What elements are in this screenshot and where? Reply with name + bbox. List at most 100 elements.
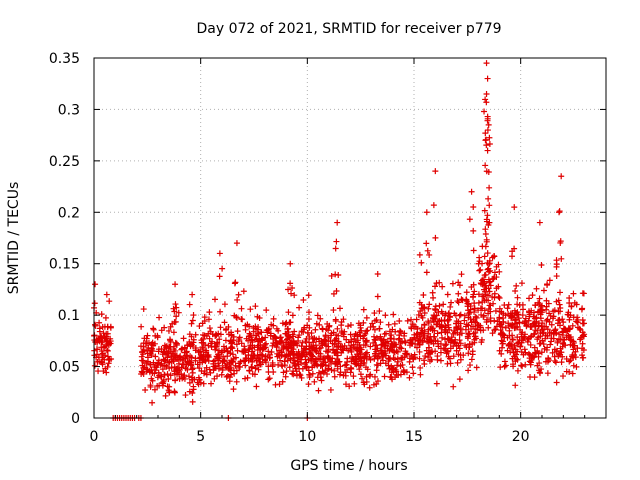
data-point (468, 284, 475, 291)
data-point (423, 209, 430, 216)
data-point (421, 310, 428, 317)
data-point (553, 347, 560, 354)
data-point (455, 342, 462, 349)
data-point (552, 326, 559, 333)
data-point (314, 312, 321, 319)
data-point (533, 285, 540, 292)
data-point (271, 333, 278, 340)
data-point (217, 324, 224, 331)
data-point (508, 313, 515, 320)
data-point (247, 356, 254, 363)
data-point (483, 99, 490, 106)
data-point (421, 322, 428, 329)
data-point (103, 347, 110, 354)
data-point (166, 358, 173, 365)
data-point (477, 305, 484, 312)
data-point (245, 351, 252, 358)
data-point (425, 305, 432, 312)
data-point (215, 360, 222, 367)
data-point (332, 245, 339, 252)
data-point (429, 314, 436, 321)
data-point (331, 367, 338, 374)
data-point (437, 323, 444, 330)
data-point (505, 301, 512, 308)
data-point (103, 335, 110, 342)
data-point (296, 355, 303, 362)
data-point (539, 337, 546, 344)
data-point (516, 319, 523, 326)
data-point (140, 357, 147, 364)
data-point (386, 365, 393, 372)
data-point (374, 378, 381, 385)
data-point (105, 342, 112, 349)
data-point (189, 376, 196, 383)
data-point (353, 361, 360, 368)
data-point (212, 296, 219, 303)
data-point (356, 348, 363, 355)
data-point (470, 247, 477, 254)
data-point (262, 334, 269, 341)
data-point (231, 280, 238, 287)
data-point (284, 345, 291, 352)
data-point (217, 331, 224, 338)
data-point (447, 303, 454, 310)
data-point (492, 307, 499, 314)
data-point (534, 362, 541, 369)
data-point (212, 346, 219, 353)
data-point (318, 337, 325, 344)
data-point (486, 202, 493, 209)
data-point (536, 219, 543, 226)
data-point (448, 299, 455, 306)
data-point (482, 271, 489, 278)
data-point (423, 269, 430, 276)
data-point (491, 327, 498, 334)
data-point (252, 303, 259, 310)
data-point (280, 343, 287, 350)
data-point (312, 326, 319, 333)
data-point (540, 341, 547, 348)
data-point (164, 354, 171, 361)
data-point (418, 259, 425, 266)
data-point (367, 324, 374, 331)
data-point (166, 336, 173, 343)
data-point (334, 219, 341, 226)
data-point (192, 331, 199, 338)
data-point (421, 304, 428, 311)
data-point (345, 347, 352, 354)
data-point (289, 312, 296, 319)
data-point (471, 309, 478, 316)
data-point (143, 360, 150, 367)
data-point (173, 313, 180, 320)
data-point (444, 291, 451, 298)
data-point (536, 369, 543, 376)
data-point (440, 301, 447, 308)
data-point (428, 356, 435, 363)
data-point (189, 369, 196, 376)
data-point (340, 316, 347, 323)
data-point (428, 323, 435, 330)
data-point (100, 344, 107, 351)
data-point (540, 287, 547, 294)
data-point (558, 173, 565, 180)
data-point (190, 312, 197, 319)
data-point (246, 367, 253, 374)
data-point (196, 376, 203, 383)
data-point (164, 371, 171, 378)
data-point (432, 283, 439, 290)
data-point (541, 345, 548, 352)
data-point (519, 363, 526, 370)
data-point (482, 291, 489, 298)
data-point (170, 357, 177, 364)
data-point (140, 306, 147, 313)
data-point (560, 341, 567, 348)
data-point (509, 321, 516, 328)
data-point (387, 355, 394, 362)
data-point (499, 332, 506, 339)
data-point (514, 294, 521, 301)
data-point (208, 380, 215, 387)
data-point (486, 134, 493, 141)
data-point (424, 247, 431, 254)
data-point (103, 291, 110, 298)
data-point (472, 318, 479, 325)
data-point (221, 319, 228, 326)
